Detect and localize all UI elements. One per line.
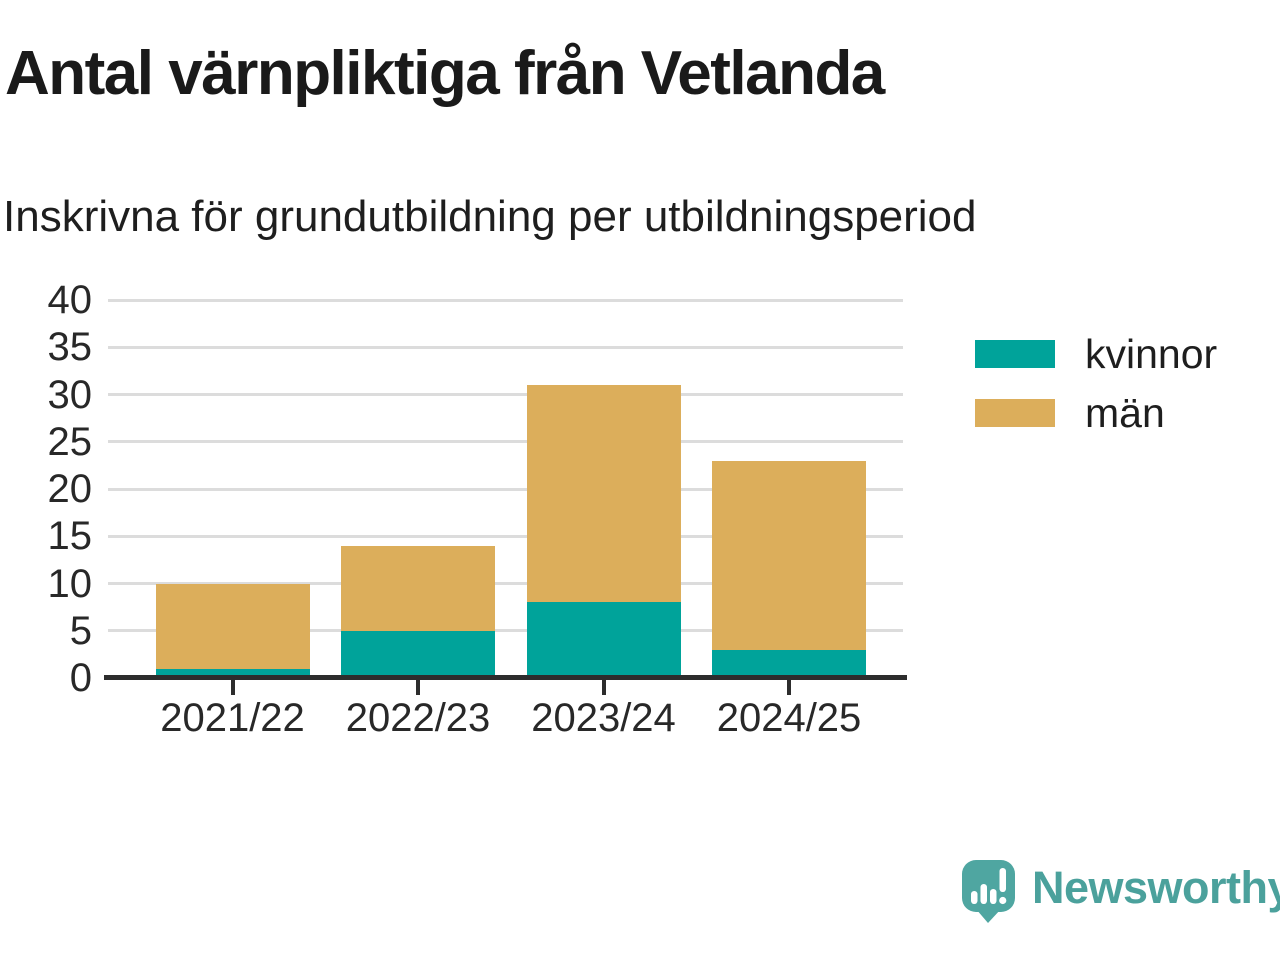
legend-swatch-kvinnor	[975, 340, 1055, 368]
y-axis-tick-label: 15	[47, 514, 93, 559]
y-axis-tick-label: 0	[69, 656, 92, 700]
y-axis-tick-label: 30	[47, 372, 93, 417]
y-axis-tick-label: 5	[69, 608, 92, 653]
gridline-y-10	[108, 582, 903, 585]
gridline-y-20	[108, 487, 903, 491]
gridline-y-25	[108, 440, 903, 444]
chart-legend: kvinnor män	[975, 330, 1217, 448]
newsworthy-wordmark: Newsworthy	[1032, 862, 1280, 913]
x-axis-tick	[787, 680, 791, 695]
gridline-y-5	[108, 629, 903, 633]
x-axis-line	[104, 675, 907, 680]
bar-segment-2022/23-kvinnor	[341, 630, 495, 678]
y-axis-tick-label: 20	[47, 467, 93, 511]
gridline-y-15	[108, 534, 903, 538]
legend-swatch-man	[975, 399, 1055, 427]
bar-segment-2023/24-män	[526, 385, 681, 603]
bar-segment-2023/24-kvinnor	[526, 602, 681, 678]
x-axis-tick-label: 2024/25	[716, 696, 862, 740]
x-axis-tick	[601, 680, 606, 695]
legend-label-kvinnor: kvinnor	[1085, 330, 1218, 377]
newsworthy-logo: Newsworthy	[962, 860, 1280, 924]
legend-item-man: män	[975, 389, 1217, 437]
y-axis-tick-label: 40	[47, 278, 93, 322]
gridline-y-35	[108, 345, 903, 349]
gridline-y-40	[108, 298, 903, 302]
x-axis-tick-label: 2023/24	[531, 696, 676, 740]
bar-segment-2021/22-kvinnor	[155, 668, 310, 678]
y-axis-tick-label: 25	[47, 419, 93, 464]
x-axis-tick-label: 2022/23	[345, 696, 491, 740]
x-axis-tick	[230, 680, 235, 695]
gridline-y-30	[108, 393, 903, 396]
bar-segment-2022/23-män	[341, 545, 495, 631]
bar-chart-plot-area: 0 5 10 15 20 25 30 35 40 2021/22 2022/23 2023/24 202…	[48, 278, 907, 740]
newsworthy-logo-icon	[962, 860, 1015, 923]
page-title: Antal värnpliktiga från Vetlanda	[5, 39, 885, 108]
x-axis-tick-label: 2021/22	[160, 696, 305, 740]
y-axis-tick-label: 35	[47, 325, 93, 370]
bar-segment-2024/25-män	[712, 460, 866, 650]
page-subtitle: Inskrivna för grundutbildning per utbild…	[3, 192, 977, 241]
bar-segment-2021/22-män	[155, 583, 310, 669]
legend-label-man: män	[1085, 389, 1165, 436]
y-axis-tick-label: 10	[47, 561, 93, 606]
x-axis-tick	[416, 680, 420, 695]
legend-item-kvinnor: kvinnor	[975, 330, 1217, 378]
bar-segment-2024/25-kvinnor	[712, 649, 866, 678]
